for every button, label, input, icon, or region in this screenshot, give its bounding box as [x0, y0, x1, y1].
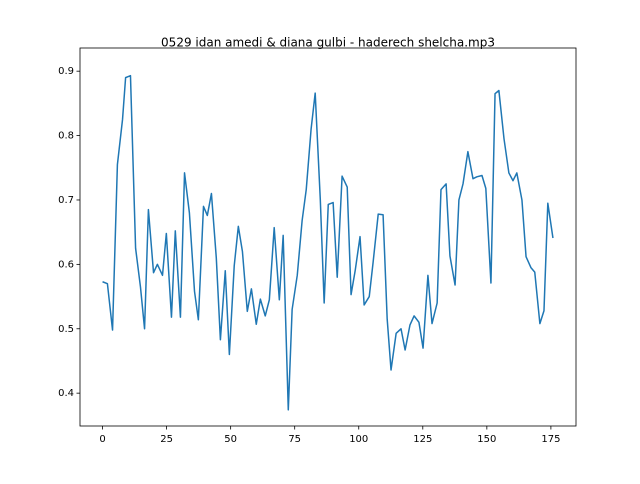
- plot-frame: [79, 47, 577, 427]
- y-tick-label: 0.6: [58, 259, 74, 270]
- x-tick-label: 50: [224, 434, 237, 445]
- x-tick-label: 150: [477, 434, 496, 445]
- x-tick-label: 100: [349, 434, 368, 445]
- y-tick-label: 0.8: [58, 131, 74, 142]
- y-tick-label: 0.4: [58, 388, 74, 399]
- x-tick-label: 175: [541, 434, 560, 445]
- x-tick-label: 0: [99, 434, 105, 445]
- data-line: [102, 74, 554, 411]
- y-tick-label: 0.5: [58, 324, 74, 335]
- y-tick-label: 0.9: [58, 66, 74, 77]
- x-tick-label: 125: [413, 434, 432, 445]
- x-tick-label: 75: [288, 434, 301, 445]
- y-tick-label: 0.7: [58, 195, 74, 206]
- chart-title: 0529 idan amedi & diana gulbi - haderech…: [161, 36, 495, 50]
- x-tick-label: 25: [160, 434, 173, 445]
